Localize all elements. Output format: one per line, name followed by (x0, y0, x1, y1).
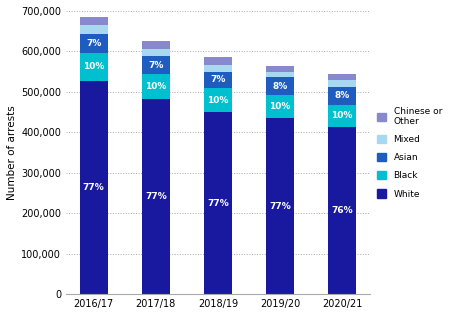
Bar (204, 112, 232, 294)
Legend: Chinese or
Other, Mixed, Asian, Black, White: Chinese or Other, Mixed, Asian, Black, W… (377, 106, 442, 198)
Bar (142, 100, 170, 294)
Bar (266, 95, 294, 118)
Text: 7%: 7% (86, 39, 101, 48)
Bar (142, 41, 170, 49)
Text: 77%: 77% (207, 198, 229, 208)
Bar (80, 17, 108, 25)
Text: 77%: 77% (83, 183, 105, 192)
Text: 8%: 8% (334, 91, 350, 100)
Text: 76%: 76% (331, 206, 353, 215)
Bar (328, 74, 356, 80)
Bar (80, 81, 108, 294)
Text: 10%: 10% (207, 95, 228, 105)
Bar (266, 77, 294, 95)
Text: 7%: 7% (148, 61, 164, 70)
Text: 10%: 10% (83, 62, 104, 71)
Text: 10%: 10% (145, 82, 166, 91)
Text: 77%: 77% (145, 192, 167, 201)
Bar (204, 58, 232, 64)
Text: 8%: 8% (272, 82, 288, 91)
Bar (204, 88, 232, 112)
Bar (266, 66, 294, 72)
Text: 77%: 77% (269, 202, 291, 211)
Bar (142, 57, 170, 74)
Bar (204, 64, 232, 72)
Bar (328, 127, 356, 294)
Bar (266, 118, 294, 294)
Bar (204, 72, 232, 88)
Bar (328, 80, 356, 87)
Bar (80, 33, 108, 53)
Bar (328, 105, 356, 127)
Bar (142, 74, 170, 100)
Text: 10%: 10% (269, 102, 291, 111)
Bar (80, 53, 108, 81)
Bar (80, 25, 108, 33)
Bar (142, 49, 170, 57)
Y-axis label: Number of arrests: Number of arrests (7, 105, 17, 200)
Bar (266, 72, 294, 77)
Text: 7%: 7% (210, 76, 226, 84)
Text: 10%: 10% (331, 111, 353, 120)
Bar (328, 87, 356, 105)
